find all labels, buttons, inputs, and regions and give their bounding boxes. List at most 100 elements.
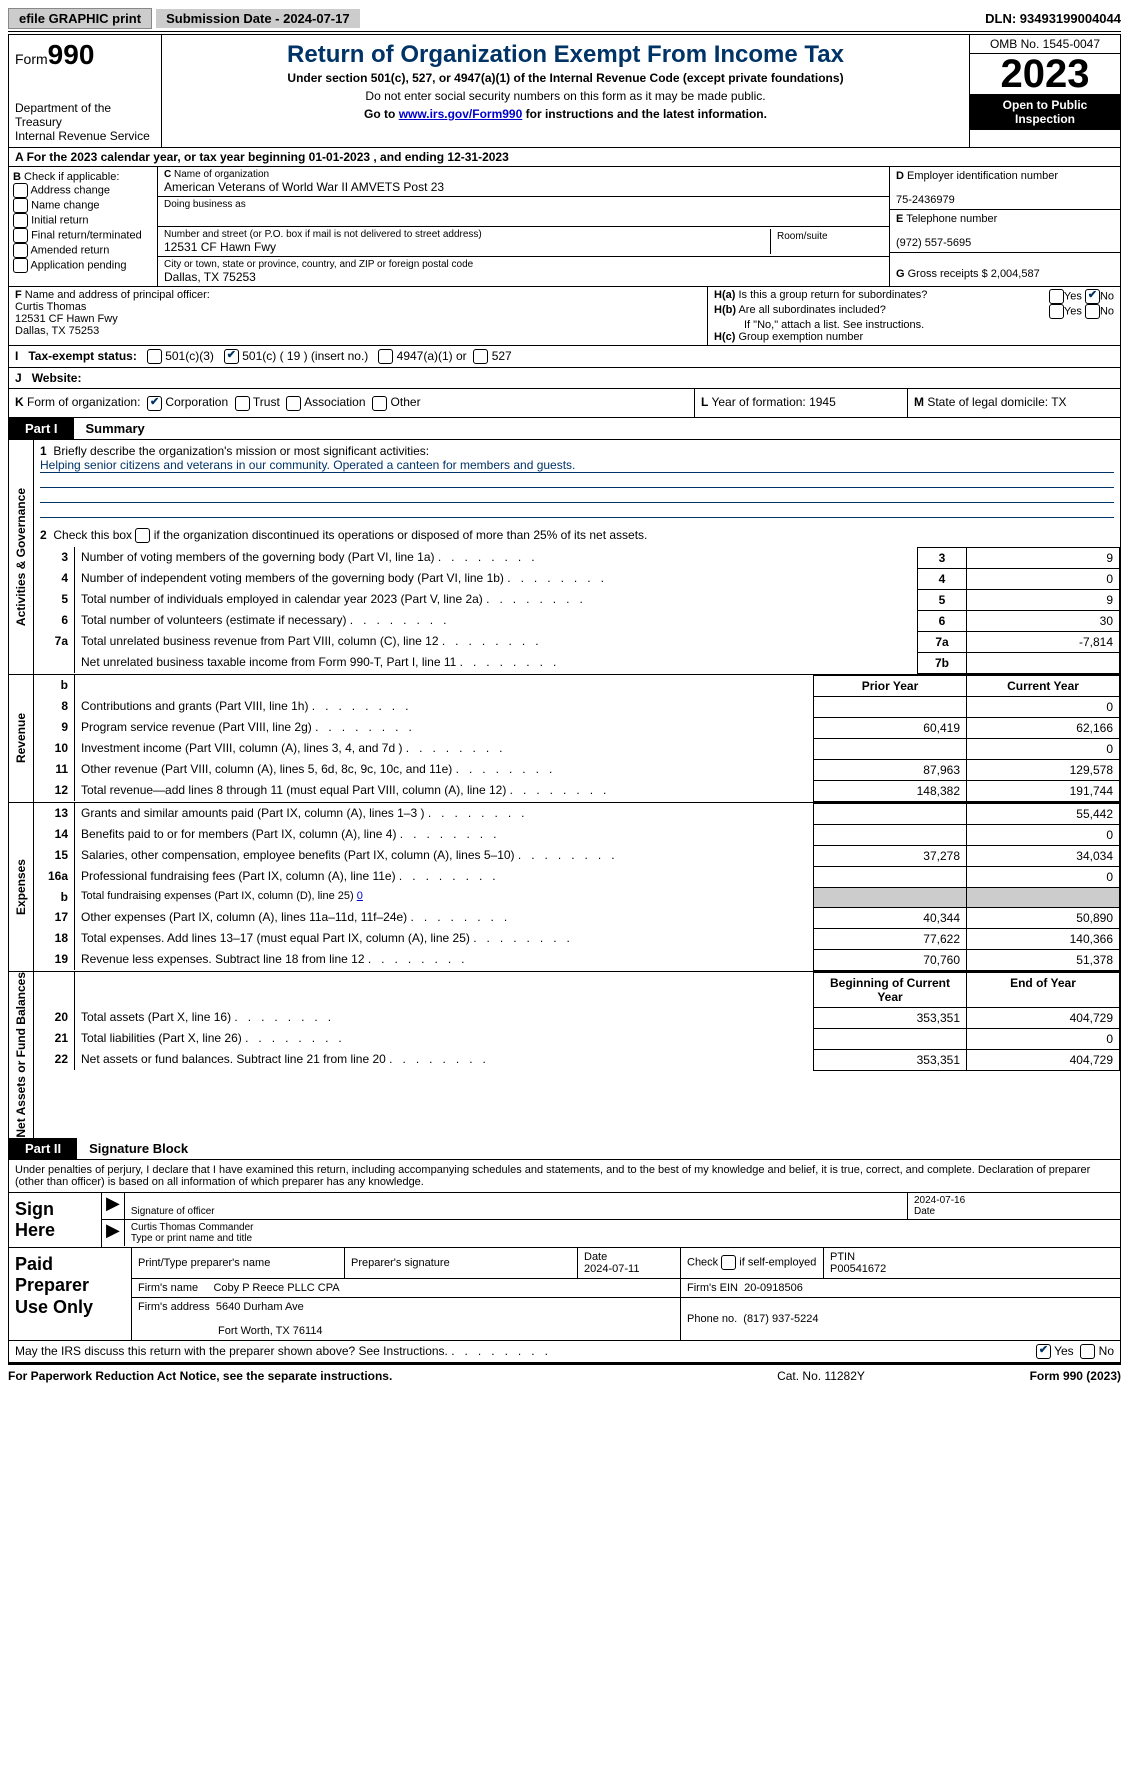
mission-text: Helping senior citizens and veterans in …	[40, 458, 1114, 473]
cb-501c[interactable]	[224, 349, 239, 364]
prep-date-label: Date	[584, 1251, 607, 1263]
ptin: P00541672	[830, 1263, 886, 1275]
vtab-expenses: Expenses	[9, 803, 34, 971]
vtab-net: Net Assets or Fund Balances	[9, 972, 34, 1138]
phone-label: Telephone number	[906, 213, 997, 225]
cb-hb-no[interactable]	[1085, 304, 1100, 319]
submission-date: Submission Date - 2024-07-17	[156, 9, 360, 28]
addr-label: Number and street (or P.O. box if mail i…	[164, 229, 770, 240]
l1-label: Briefly describe the organization's miss…	[53, 444, 429, 458]
footer-form: Form 990 (2023)	[921, 1369, 1121, 1383]
room-label: Room/suite	[777, 231, 877, 242]
firm-label: Firm's name	[138, 1282, 198, 1294]
ein: 75-2436979	[896, 194, 955, 206]
cb-final-return[interactable]	[13, 228, 28, 243]
discuss-question: May the IRS discuss this return with the…	[15, 1344, 1036, 1359]
cb-amended[interactable]	[13, 243, 28, 258]
officer-name: Curtis Thomas	[15, 301, 86, 313]
form-number: Form990	[15, 39, 155, 71]
ha-q: Is this a group return for subordinates?	[738, 289, 927, 301]
firm-phone: (817) 937-5224	[743, 1313, 818, 1325]
org-name: American Veterans of World War II AMVETS…	[164, 180, 883, 194]
firm-addr1: 5640 Durham Ave	[216, 1301, 304, 1313]
state-domicile: State of legal domicile: TX	[927, 395, 1066, 409]
form-title: Return of Organization Exempt From Incom…	[170, 41, 961, 69]
firm-ein: 20-0918506	[744, 1282, 803, 1294]
cb-self-employed[interactable]	[721, 1255, 736, 1270]
gross-receipts: Gross receipts $ 2,004,587	[908, 268, 1040, 280]
governance-table: 3Number of voting members of the governi…	[34, 547, 1120, 674]
ssn-note: Do not enter social security numbers on …	[170, 89, 961, 103]
phone: (972) 557-5695	[896, 237, 971, 249]
col-b-checks: B Check if applicable: Address change Na…	[9, 167, 158, 286]
street-address: 12531 CF Hawn Fwy	[164, 240, 770, 254]
ein-label: Employer identification number	[907, 170, 1058, 182]
website-label: Website:	[32, 371, 82, 385]
part2-header: Part II Signature Block	[9, 1138, 1120, 1160]
form-header: Form990 Department of the Treasury Inter…	[9, 35, 1120, 148]
sign-here-label: Sign Here	[9, 1193, 102, 1247]
year-formation: Year of formation: 1945	[711, 395, 835, 409]
prep-sig-label: Preparer's signature	[345, 1248, 578, 1279]
cb-527[interactable]	[473, 349, 488, 364]
expenses-table: 13Grants and similar amounts paid (Part …	[34, 803, 1120, 971]
cb-initial-return[interactable]	[13, 213, 28, 228]
prep-date: 2024-07-11	[584, 1263, 639, 1275]
goto-pre: Go to	[364, 107, 399, 121]
cb-hb-yes[interactable]	[1049, 304, 1064, 319]
footer-catno: Cat. No. 11282Y	[721, 1369, 921, 1383]
form990-link[interactable]: www.irs.gov/Form990	[399, 107, 523, 121]
irs-label: Internal Revenue Service	[15, 129, 155, 143]
hc-q: Group exemption number	[738, 331, 863, 343]
sig-date-label: Date	[914, 1206, 1114, 1217]
revenue-table: bPrior YearCurrent Year8Contributions an…	[34, 675, 1120, 802]
cb-app-pending[interactable]	[13, 258, 28, 273]
cb-name-change[interactable]	[13, 198, 28, 213]
name-title-label: Type or print name and title	[131, 1233, 1114, 1244]
vtab-governance: Activities & Governance	[9, 440, 34, 674]
cb-assoc[interactable]	[286, 396, 301, 411]
firm-addr2: Fort Worth, TX 76114	[138, 1325, 323, 1337]
perjury-declaration: Under penalties of perjury, I declare th…	[9, 1160, 1120, 1192]
hb-q: Are all subordinates included?	[738, 304, 885, 316]
dln: DLN: 93493199004044	[985, 11, 1121, 26]
cb-address-change[interactable]	[13, 183, 28, 198]
firm-addr-label: Firm's address	[138, 1301, 210, 1313]
part1-header: Part I Summary	[9, 418, 1120, 440]
prep-name-label: Print/Type preparer's name	[138, 1257, 338, 1269]
dba-label: Doing business as	[164, 199, 883, 210]
efile-print-btn[interactable]: efile GRAPHIC print	[8, 8, 152, 29]
sig-date: 2024-07-16	[914, 1195, 1114, 1206]
row-a-period: A For the 2023 calendar year, or tax yea…	[9, 148, 1120, 167]
hb-note: If "No," attach a list. See instructions…	[714, 319, 1114, 331]
open-public: Open to Public Inspection	[970, 94, 1120, 130]
cb-corp[interactable]	[147, 396, 162, 411]
officer-addr1: 12531 CF Hawn Fwy	[15, 313, 118, 325]
cb-discuss-yes[interactable]	[1036, 1344, 1051, 1359]
firm-ein-label: Firm's EIN	[687, 1282, 738, 1294]
cb-4947[interactable]	[378, 349, 393, 364]
cb-discuss-no[interactable]	[1080, 1344, 1095, 1359]
goto-post: for instructions and the latest informat…	[522, 107, 767, 121]
sig-officer-label: Signature of officer	[131, 1206, 901, 1217]
officer-addr2: Dallas, TX 75253	[15, 325, 99, 337]
firm-phone-label: Phone no.	[687, 1313, 737, 1325]
ptin-label: PTIN	[830, 1251, 855, 1263]
tax-year: 2023	[970, 54, 1120, 94]
footer-paperwork: For Paperwork Reduction Act Notice, see …	[8, 1369, 721, 1383]
firm-name: Coby P Reece PLLC CPA	[213, 1282, 339, 1294]
dept-treasury: Department of the Treasury	[15, 101, 155, 129]
cb-501c3[interactable]	[147, 349, 162, 364]
cb-trust[interactable]	[235, 396, 250, 411]
cb-ha-no[interactable]	[1085, 289, 1100, 304]
city-state-zip: Dallas, TX 75253	[164, 270, 883, 284]
city-label: City or town, state or province, country…	[164, 259, 883, 270]
form-subtitle: Under section 501(c), 527, or 4947(a)(1)…	[170, 71, 961, 85]
cb-other[interactable]	[372, 396, 387, 411]
cb-ha-yes[interactable]	[1049, 289, 1064, 304]
cb-discontinued[interactable]	[135, 528, 150, 543]
paid-preparer-label: Paid Preparer Use Only	[9, 1248, 131, 1340]
arrow-icon: ▶	[102, 1193, 125, 1219]
officer-label: Name and address of principal officer:	[25, 289, 210, 301]
arrow-icon: ▶	[102, 1220, 125, 1246]
